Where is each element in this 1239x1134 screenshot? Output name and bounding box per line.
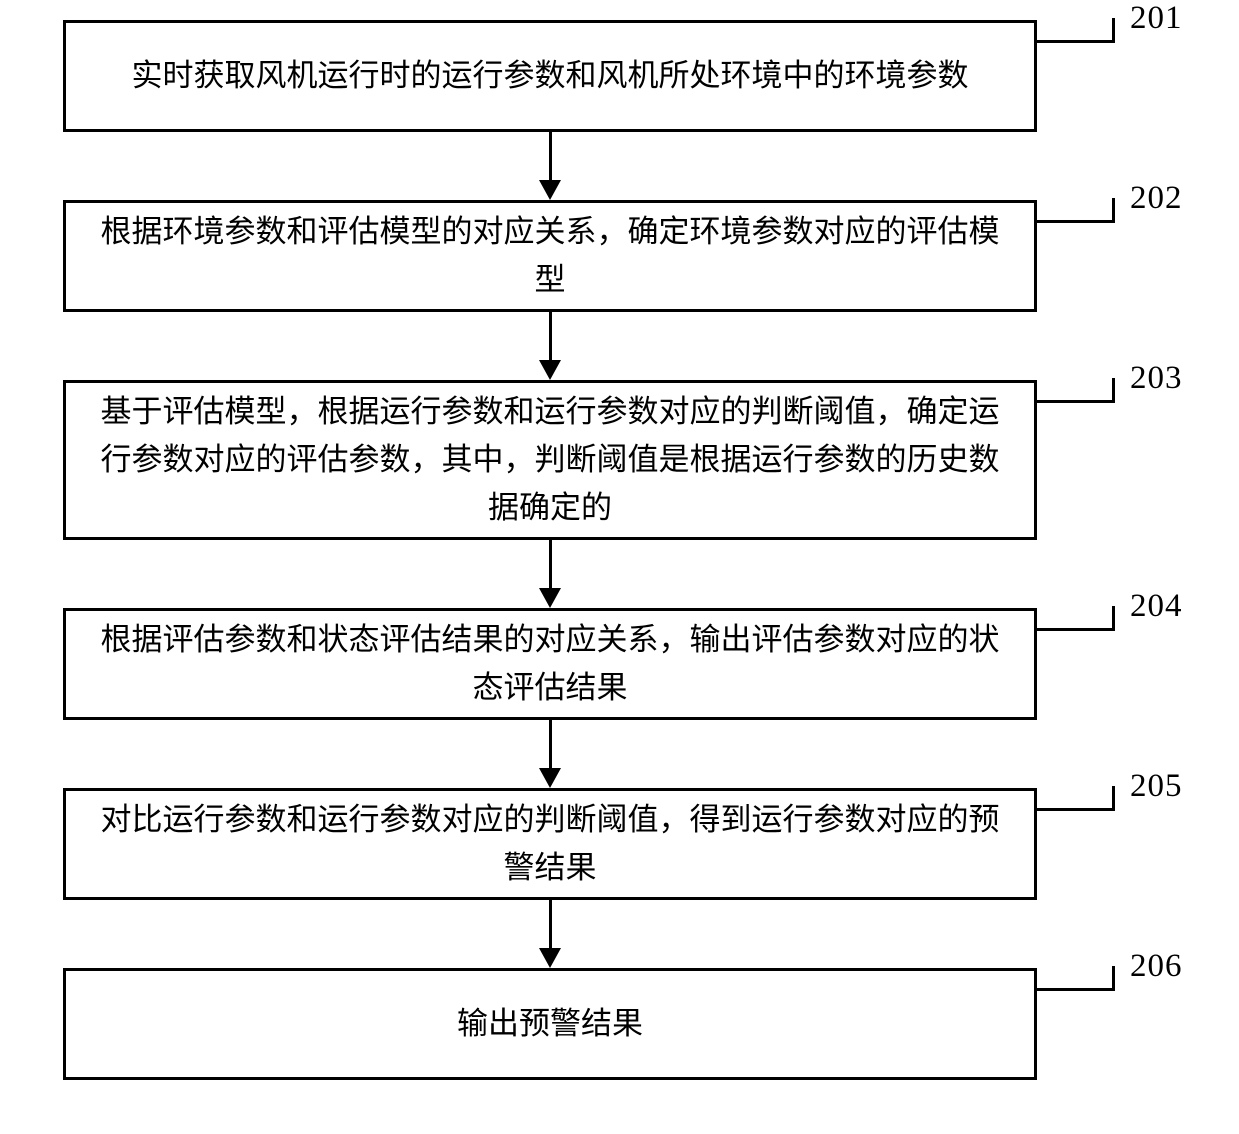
- flow-step-201: 实时获取风机运行时的运行参数和风机所处环境中的环境参数: [63, 20, 1037, 132]
- step-label-line: [1037, 808, 1115, 811]
- flow-step-text: 根据环境参数和评估模型的对应关系，确定环境参数对应的评估模型: [86, 208, 1014, 304]
- arrow-head-icon: [539, 360, 561, 380]
- flow-step-206: 输出预警结果: [63, 968, 1037, 1080]
- flow-step-205: 对比运行参数和运行参数对应的判断阈值，得到运行参数对应的预警结果: [63, 788, 1037, 900]
- step-label-hook: [1112, 198, 1115, 220]
- step-label-hook: [1112, 18, 1115, 40]
- flow-step-text: 对比运行参数和运行参数对应的判断阈值，得到运行参数对应的预警结果: [86, 796, 1014, 892]
- flow-step-text: 输出预警结果: [457, 1000, 643, 1048]
- arrow-head-icon: [539, 180, 561, 200]
- step-label-line: [1037, 988, 1115, 991]
- step-number-205: 205: [1130, 768, 1183, 805]
- arrow-shaft: [549, 900, 552, 948]
- flow-step-204: 根据评估参数和状态评估结果的对应关系，输出评估参数对应的状态评估结果: [63, 608, 1037, 720]
- step-label-hook: [1112, 786, 1115, 808]
- flow-step-text: 实时获取风机运行时的运行参数和风机所处环境中的环境参数: [132, 52, 969, 100]
- step-number-206: 206: [1130, 948, 1183, 985]
- flow-step-text: 根据评估参数和状态评估结果的对应关系，输出评估参数对应的状态评估结果: [86, 616, 1014, 712]
- step-label-hook: [1112, 606, 1115, 628]
- step-label-line: [1037, 628, 1115, 631]
- step-number-203: 203: [1130, 360, 1183, 397]
- flow-step-202: 根据环境参数和评估模型的对应关系，确定环境参数对应的评估模型: [63, 200, 1037, 312]
- arrow-head-icon: [539, 588, 561, 608]
- step-label-line: [1037, 400, 1115, 403]
- flowchart-canvas: 实时获取风机运行时的运行参数和风机所处环境中的环境参数 201 根据环境参数和评估模…: [0, 0, 1239, 1134]
- arrow-head-icon: [539, 768, 561, 788]
- step-number-201: 201: [1130, 0, 1183, 37]
- arrow-shaft: [549, 720, 552, 768]
- flow-step-203: 基于评估模型，根据运行参数和运行参数对应的判断阈值，确定运行参数对应的评估参数，…: [63, 380, 1037, 540]
- step-label-line: [1037, 40, 1115, 43]
- arrow-shaft: [549, 132, 552, 180]
- arrow-shaft: [549, 540, 552, 588]
- flow-step-text: 基于评估模型，根据运行参数和运行参数对应的判断阈值，确定运行参数对应的评估参数，…: [86, 388, 1014, 532]
- arrow-shaft: [549, 312, 552, 360]
- step-number-202: 202: [1130, 180, 1183, 217]
- step-number-204: 204: [1130, 588, 1183, 625]
- step-label-hook: [1112, 378, 1115, 400]
- step-label-hook: [1112, 966, 1115, 988]
- step-label-line: [1037, 220, 1115, 223]
- arrow-head-icon: [539, 948, 561, 968]
